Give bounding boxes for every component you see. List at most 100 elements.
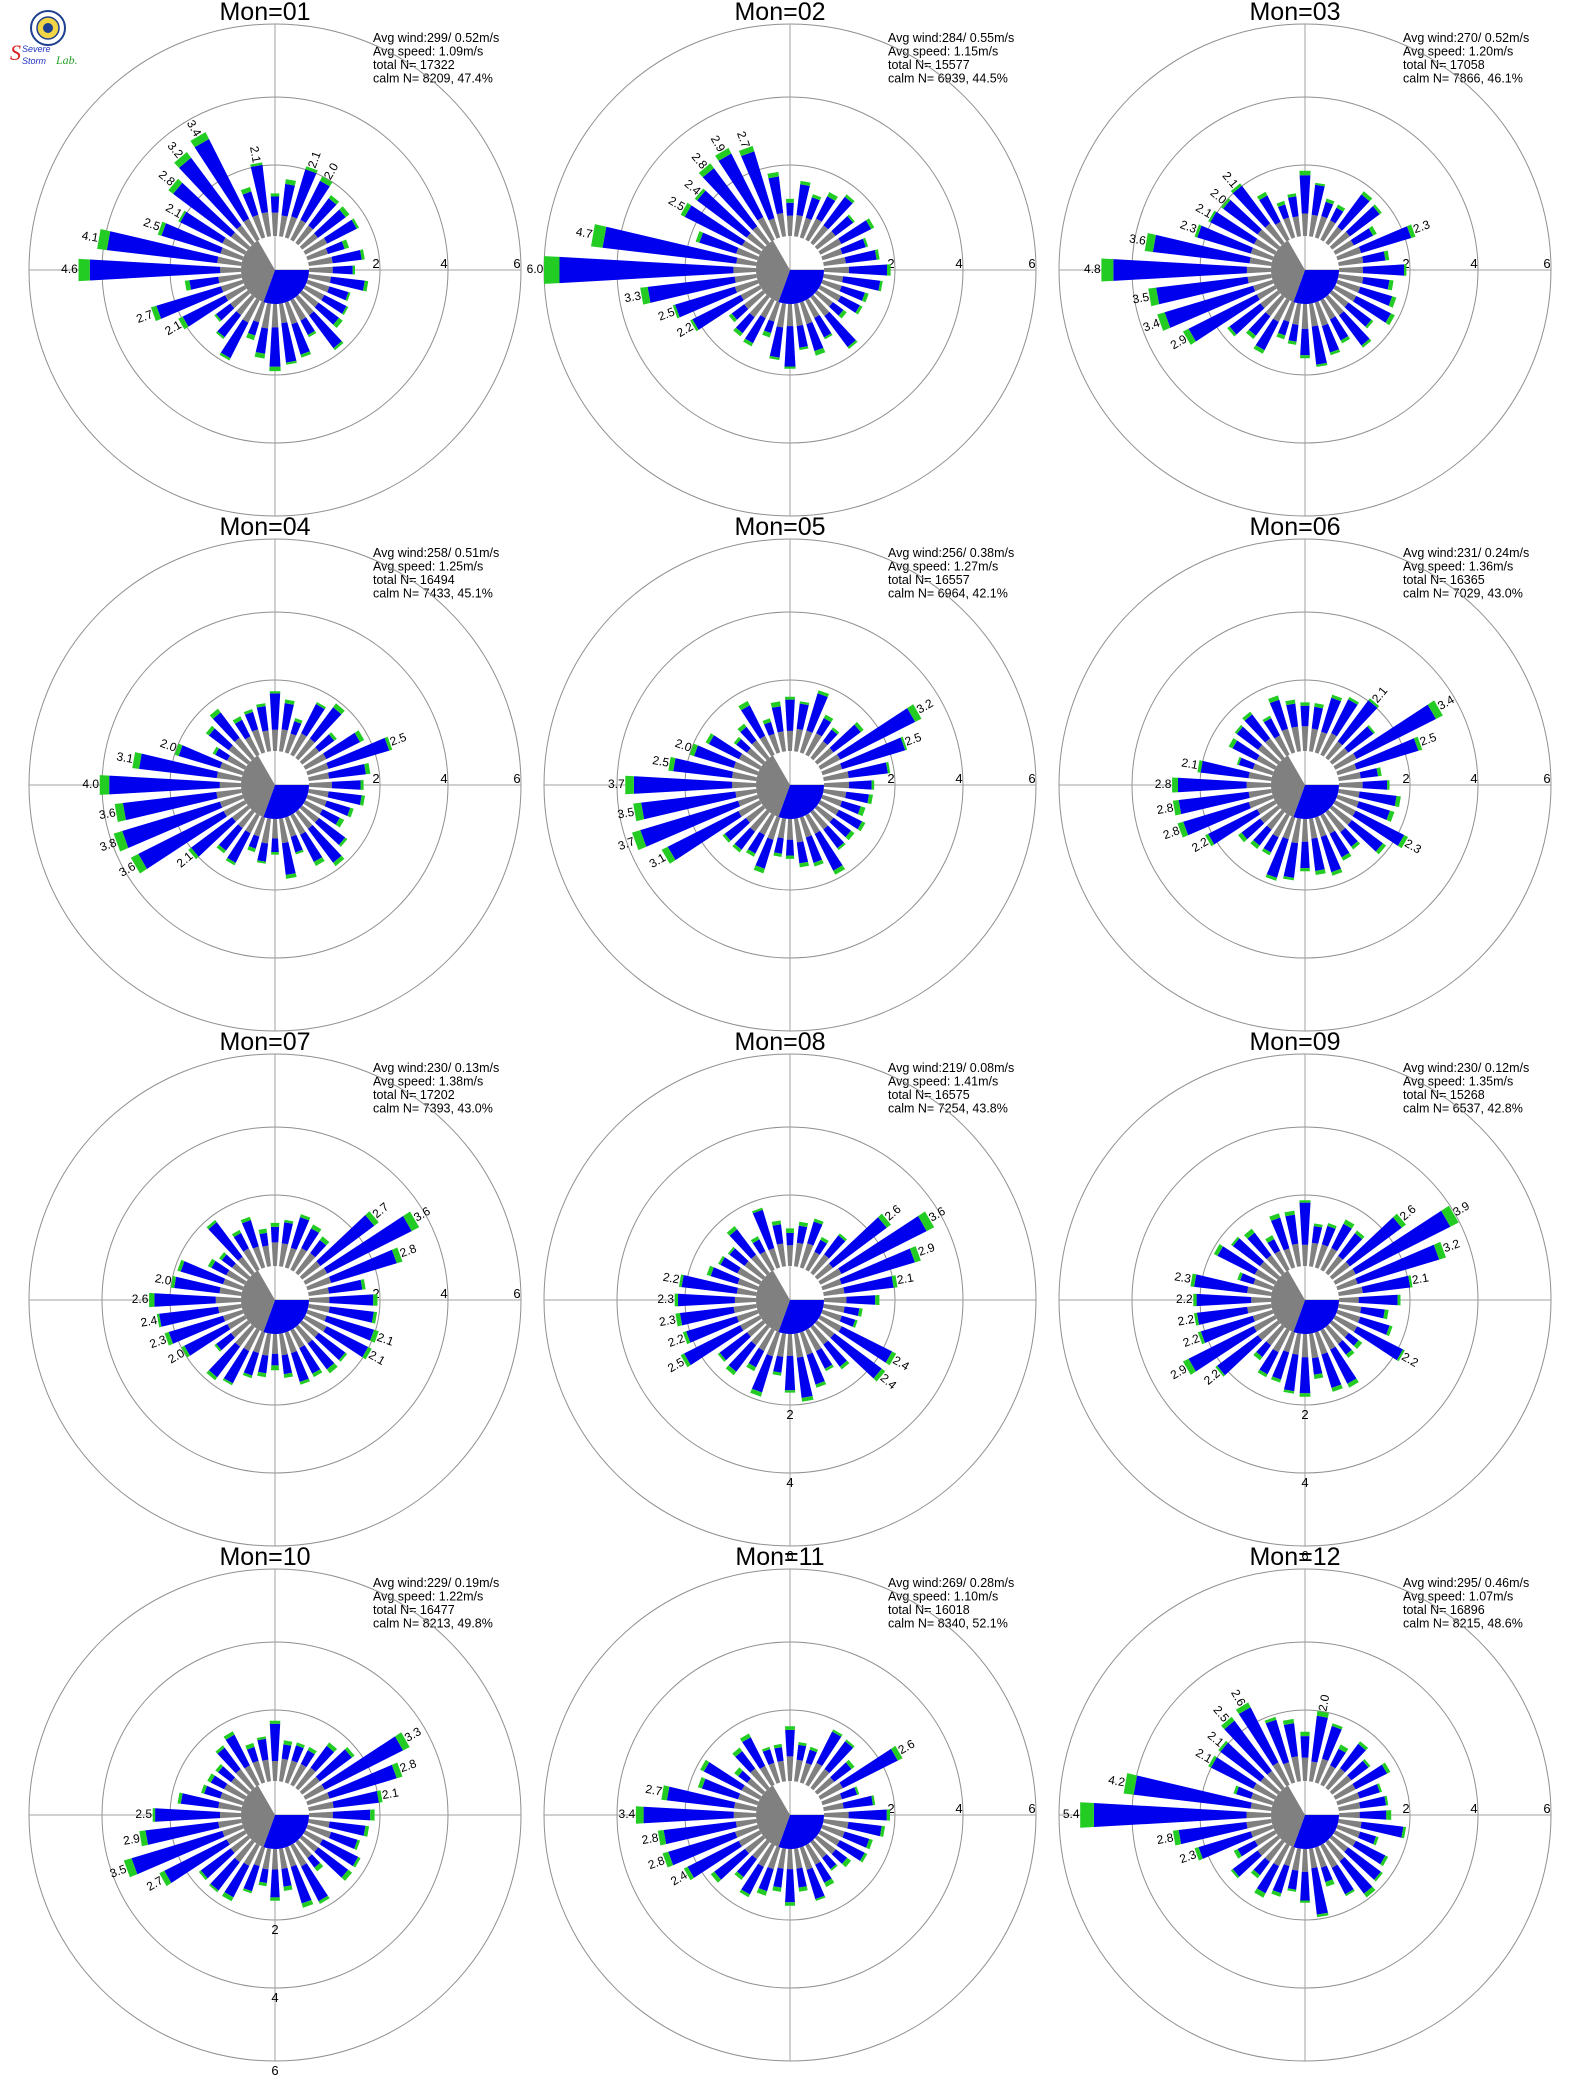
bar-segment-high (206, 1219, 217, 1230)
bar-segment-low (284, 1846, 297, 1867)
bar-segment-low (823, 1802, 844, 1811)
bar-segment-high (190, 132, 209, 148)
bar-segment-high (838, 1233, 847, 1242)
bar-segment-mid (332, 1809, 371, 1821)
bar-segment-mid (719, 1332, 751, 1361)
bar-segment-low (1320, 1328, 1336, 1350)
bar-segment-mid (847, 1821, 882, 1837)
bar-segment-low (1283, 217, 1296, 239)
bar-segment-mid (684, 205, 746, 246)
bar-segment-high (370, 1329, 379, 1343)
bar-segment-mid (216, 1333, 235, 1351)
bar-segment-low (219, 1287, 242, 1296)
bar-segment-high (319, 1236, 330, 1246)
bar-value-label: 2.5 (1418, 730, 1439, 749)
bar-segment-low (746, 232, 766, 250)
stat-total: total N= 16575 (888, 1088, 970, 1102)
stat-total: total N= 15577 (888, 58, 970, 72)
bar-segment-mid (217, 1747, 241, 1774)
bar-segment-high (680, 1353, 691, 1368)
bar-segment-low (821, 763, 843, 776)
bar-segment-mid (1278, 319, 1290, 336)
bar-segment-mid (1241, 818, 1265, 840)
bar-segment-low (252, 729, 266, 754)
bar-segment-mid (329, 1294, 374, 1306)
bar-value-label: 3.1 (116, 749, 135, 766)
bar-segment-mid (308, 198, 337, 230)
bar-segment-mid (309, 707, 342, 743)
bar-segment-high (718, 1255, 725, 1265)
bar-segment-low (295, 738, 315, 761)
bar-value-label: 3.8 (98, 835, 119, 854)
bar-value-label: 2.1 (305, 149, 324, 170)
bar-segment-mid (281, 322, 297, 363)
bar-segment-low (1273, 298, 1290, 322)
bar-segment-low (306, 1792, 330, 1806)
bar-segment-mid (1283, 842, 1299, 878)
bar-segment-mid (1355, 1244, 1440, 1285)
bar-segment-low (284, 301, 298, 325)
bar-segment-mid (307, 1339, 335, 1370)
bar-segment-mid (1340, 827, 1358, 847)
bar-segment-mid (319, 1839, 359, 1867)
bar-segment-mid (269, 693, 281, 730)
bar-segment-mid (1311, 184, 1325, 216)
bar-segment-high (1441, 1205, 1459, 1227)
bar-segment-mid (159, 1306, 220, 1327)
calm-sector-blue (263, 1815, 309, 1850)
bar-segment-low (303, 1267, 328, 1285)
bar-segment-high (1376, 767, 1382, 777)
bar-segment-low (824, 266, 849, 274)
bar-segment-mid (328, 764, 366, 779)
bar-segment-high (844, 194, 855, 204)
bar-segment-low (1314, 1846, 1327, 1868)
bar-segment-low (1256, 755, 1277, 770)
bar-segment-mid (1362, 251, 1386, 264)
bar-segment-low (1301, 1849, 1309, 1872)
bar-segment-high (1254, 1888, 1266, 1898)
bar-segment-high (270, 1897, 280, 1901)
bar-segment-high (1246, 329, 1256, 339)
bar-segment-low (303, 1830, 323, 1845)
bar-segment-mid (786, 839, 794, 856)
bar-segment-low (284, 733, 297, 754)
bar-segment-low (1329, 1775, 1352, 1795)
bar-segment-low (814, 231, 836, 250)
bar-segment-high (1148, 287, 1160, 307)
bar-segment-mid (1354, 738, 1419, 770)
bar-segment-mid (1320, 1865, 1333, 1883)
bar-segment-low (818, 285, 842, 302)
bar-segment-high (384, 736, 393, 751)
bar-segment-low (1320, 813, 1335, 834)
bar-segment-high (164, 1332, 173, 1346)
bar-value-label: 4.1 (81, 228, 100, 245)
bar-segment-low (1336, 794, 1359, 808)
bar-segment-high (1208, 210, 1217, 223)
bar-segment-mid (814, 830, 843, 871)
bar-segment-mid (1344, 302, 1372, 327)
bar-segment-high (785, 1726, 795, 1730)
bar-segment-low (243, 1248, 260, 1272)
bar-segment-low (1301, 1757, 1309, 1781)
bar-segment-mid (1288, 323, 1299, 342)
bar-segment-mid (1232, 740, 1260, 761)
bar-segment-low (799, 1331, 813, 1355)
bar-segment-low (279, 818, 289, 844)
bar-segment-high (728, 313, 737, 323)
bar-segment-high (271, 852, 279, 855)
bar-segment-high (739, 1733, 751, 1743)
bar-segment-mid (1300, 705, 1310, 727)
bar-segment-high (1313, 1373, 1324, 1380)
bar-segment-low (738, 1830, 762, 1847)
bar-segment-mid (138, 811, 227, 869)
bar-segment-high (1256, 191, 1268, 201)
bar-segment-low (284, 1331, 297, 1354)
calm-sector-blue (263, 1300, 309, 1335)
ring-label: 6 (513, 1286, 520, 1301)
bar-segment-high (1316, 362, 1328, 367)
bar-segment-mid (1133, 1775, 1252, 1809)
bar-segment-high (150, 305, 162, 322)
bar-segment-high (733, 736, 742, 745)
bar-segment-mid (824, 1235, 846, 1259)
